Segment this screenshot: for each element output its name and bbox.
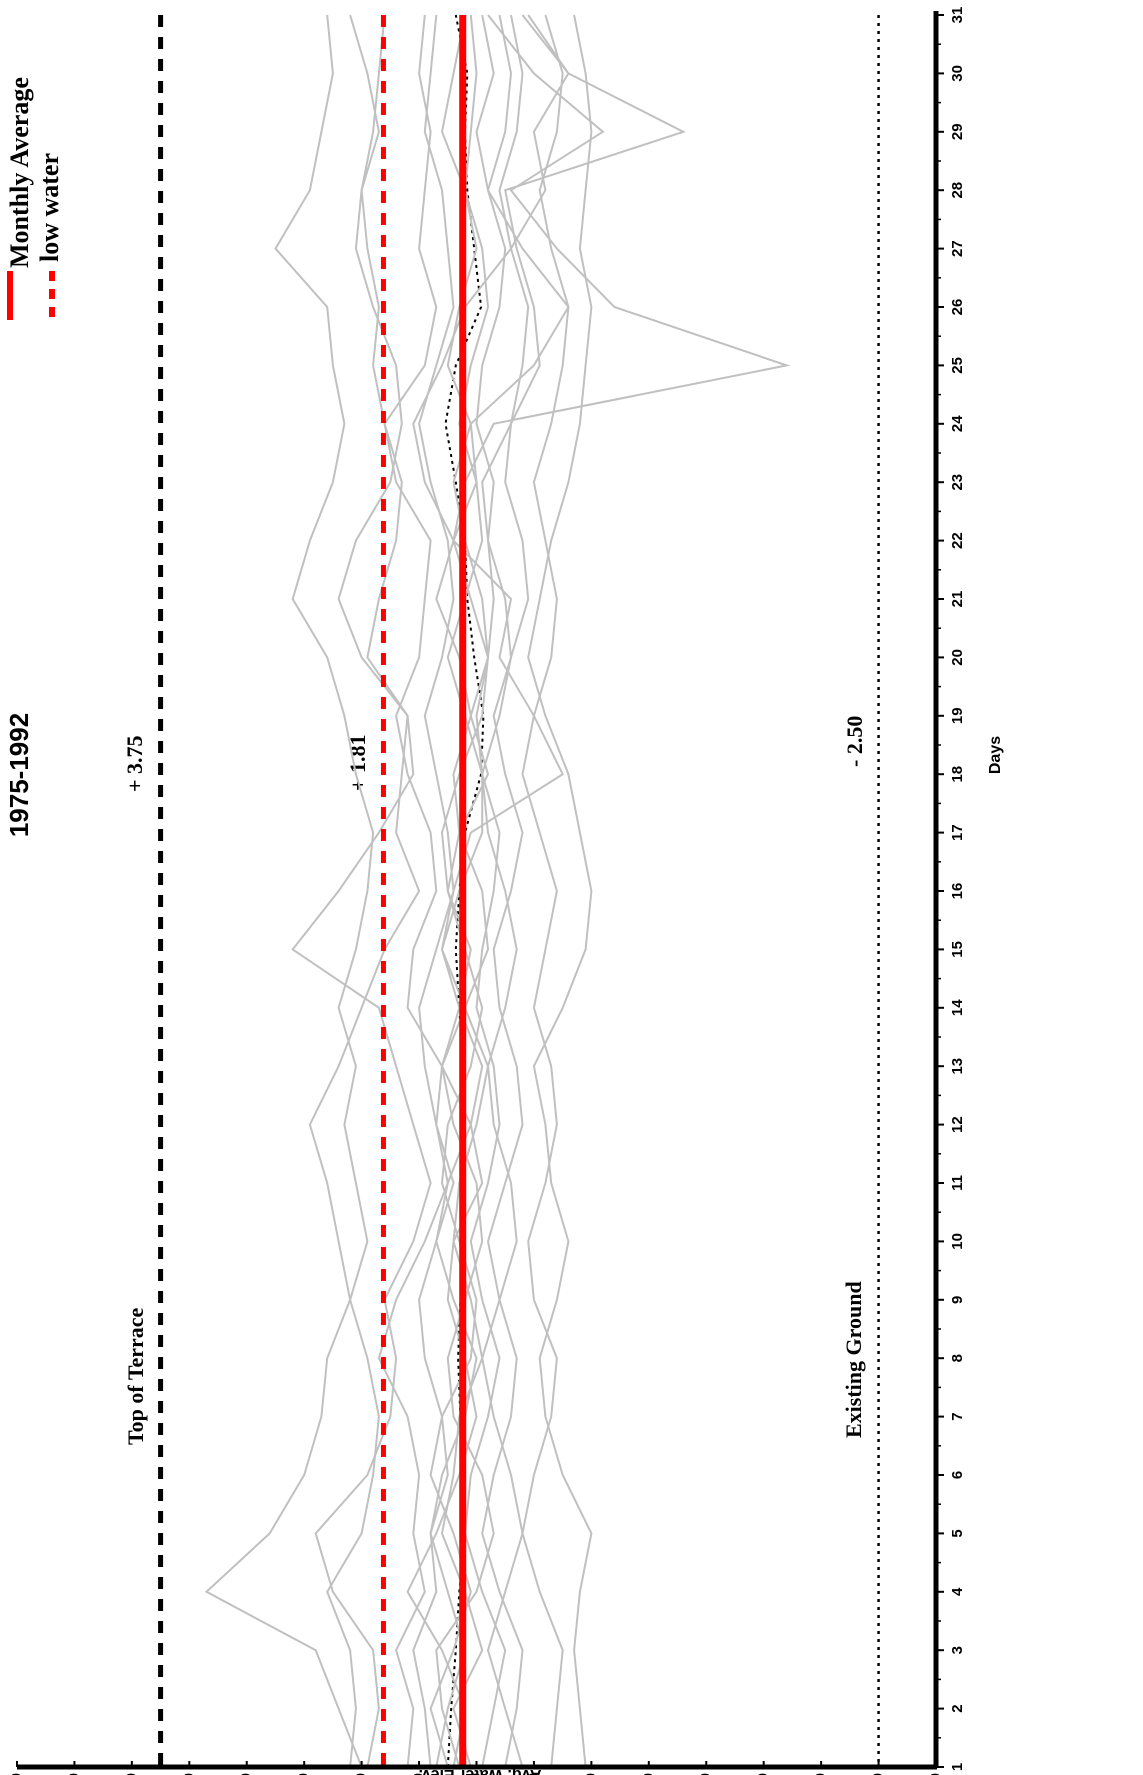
value-tick-label: 0.00 xyxy=(582,1773,599,1775)
series-line-13 xyxy=(435,14,570,1768)
day-tick-label: 27 xyxy=(949,240,966,257)
day-tick-label: 25 xyxy=(949,357,966,374)
day-tick-label: 3 xyxy=(949,1646,966,1654)
value-tick-label: -0.50 xyxy=(640,1773,657,1775)
x-axis-title: Days xyxy=(987,736,1004,774)
value-tick-label: -2.50 xyxy=(870,1773,887,1775)
existing-ground-value-label: - 2.50 xyxy=(842,716,867,767)
day-tick-label: 19 xyxy=(949,707,966,724)
series-line-10 xyxy=(481,14,530,1768)
day-tick-label: 4 xyxy=(949,1587,966,1596)
value-tick-label: -1.00 xyxy=(697,1773,714,1775)
chart-title: 1975-1992 xyxy=(4,713,34,837)
legend-low-water-label: low water xyxy=(35,153,64,262)
value-tick-label: 0.50 xyxy=(525,1773,542,1775)
day-tick-label: 18 xyxy=(949,766,966,783)
day-tick-label: 2 xyxy=(949,1704,966,1712)
value-tick-label: 4.50 xyxy=(65,1773,82,1775)
day-tick-label: 22 xyxy=(949,532,966,549)
day-tick-label: 1 xyxy=(949,1763,966,1771)
top-of-terrace-label: Top of Terrace xyxy=(123,1307,148,1445)
value-tick-label: 1.50 xyxy=(410,1773,427,1775)
series-line-14 xyxy=(429,14,791,1768)
value-tick-label: 4.00 xyxy=(123,1773,140,1775)
series-line-3 xyxy=(204,14,421,1768)
series-line-5 xyxy=(377,14,449,1768)
value-tick-label: 3.00 xyxy=(238,1773,255,1775)
y-axis-title: Avg. Water Elev. xyxy=(419,1766,542,1775)
day-tick-label: 21 xyxy=(949,591,966,608)
day-tick-label: 13 xyxy=(949,1058,966,1075)
day-tick-label: 10 xyxy=(949,1233,966,1250)
series-line-2 xyxy=(274,14,380,1768)
day-tick-label: 6 xyxy=(949,1471,966,1479)
day-tick-label: 20 xyxy=(949,649,966,666)
value-tick-label: 5.00 xyxy=(8,1773,25,1775)
series-line-9 xyxy=(463,14,507,1768)
day-tick-label: 8 xyxy=(949,1354,966,1362)
value-tick-label: 2.00 xyxy=(353,1773,370,1775)
day-tick-label: 17 xyxy=(949,824,966,841)
day-tick-label: 23 xyxy=(949,474,966,491)
day-tick-label: 9 xyxy=(949,1296,966,1304)
day-tick-label: 24 xyxy=(949,415,966,432)
legend-monthly-average-label: Monthly Average xyxy=(5,77,34,268)
day-tick-label: 5 xyxy=(949,1529,966,1537)
value-tick-label: 1.00 xyxy=(467,1773,484,1775)
day-tick-label: 26 xyxy=(949,299,966,316)
day-tick-label: 16 xyxy=(949,883,966,900)
series-line-16 xyxy=(481,14,686,1768)
day-tick-label: 14 xyxy=(949,999,966,1016)
day-tick-label: 28 xyxy=(949,182,966,199)
value-tick-label: -3.00 xyxy=(927,1773,944,1775)
day-tick-label: 31 xyxy=(949,7,966,24)
value-tick-label: 3.50 xyxy=(180,1773,197,1775)
value-tick-label: -1.50 xyxy=(755,1773,772,1775)
day-tick-label: 12 xyxy=(949,1116,966,1133)
day-tick-label: 30 xyxy=(949,65,966,82)
value-tick-label: 2.50 xyxy=(295,1773,312,1775)
existing-ground-label: Existing Ground xyxy=(841,1281,866,1438)
day-tick-label: 29 xyxy=(949,123,966,140)
day-tick-label: 15 xyxy=(949,941,966,958)
legend: Monthly Average low water xyxy=(5,77,64,320)
series-line-12 xyxy=(527,14,593,1768)
top-of-terrace-value-label: + 3.75 xyxy=(122,735,147,792)
value-tick-label: -2.00 xyxy=(812,1773,829,1775)
day-tick-label: 11 xyxy=(949,1175,966,1191)
day-tick-label: 7 xyxy=(949,1412,966,1420)
series-line-4 xyxy=(291,14,432,1768)
